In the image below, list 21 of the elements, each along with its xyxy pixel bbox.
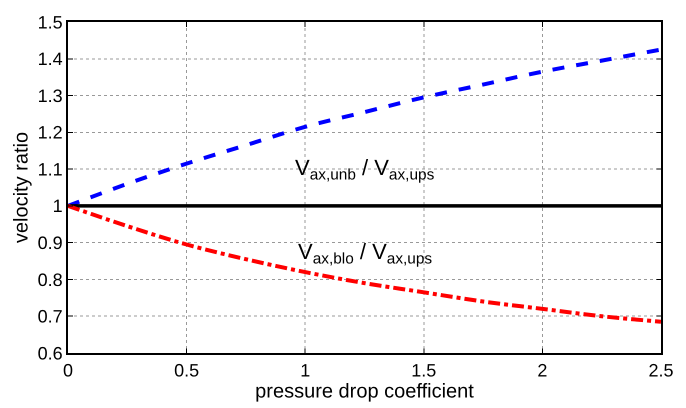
x-tick-label: 0.5 xyxy=(174,360,200,380)
y-tick-label: 1.3 xyxy=(38,86,63,106)
y-tick-label: 1 xyxy=(52,196,63,216)
series-label: V$_{ax,unb}$ / V$_{ax,ups}$ xyxy=(295,155,435,184)
x-tick-label: 2.5 xyxy=(648,360,674,380)
line-series xyxy=(68,204,661,324)
y-tick-label: 0.7 xyxy=(38,306,63,327)
x-tick-label: 0 xyxy=(62,360,74,380)
y-tick-label: 0.6 xyxy=(38,343,63,364)
y-tick-label: 0.8 xyxy=(38,270,63,290)
x-tick-label: 1 xyxy=(300,360,310,380)
y-tick-label: 1.5 xyxy=(38,12,63,32)
y-axis-title: velocity ratio xyxy=(10,132,33,244)
y-tick-label: 0.9 xyxy=(38,232,63,253)
series-label: V$_{ax,blo}$ / V$_{ax,ups}$ xyxy=(298,239,432,268)
x-tick-label: 2 xyxy=(537,360,548,380)
x-axis-title: pressure drop coefficient xyxy=(255,380,474,402)
y-tick-label: 1.2 xyxy=(38,122,63,143)
y-tick-label: 1.1 xyxy=(38,159,63,180)
y-tick-label: 1.4 xyxy=(38,49,63,70)
x-tick-label: 1.5 xyxy=(411,360,436,380)
